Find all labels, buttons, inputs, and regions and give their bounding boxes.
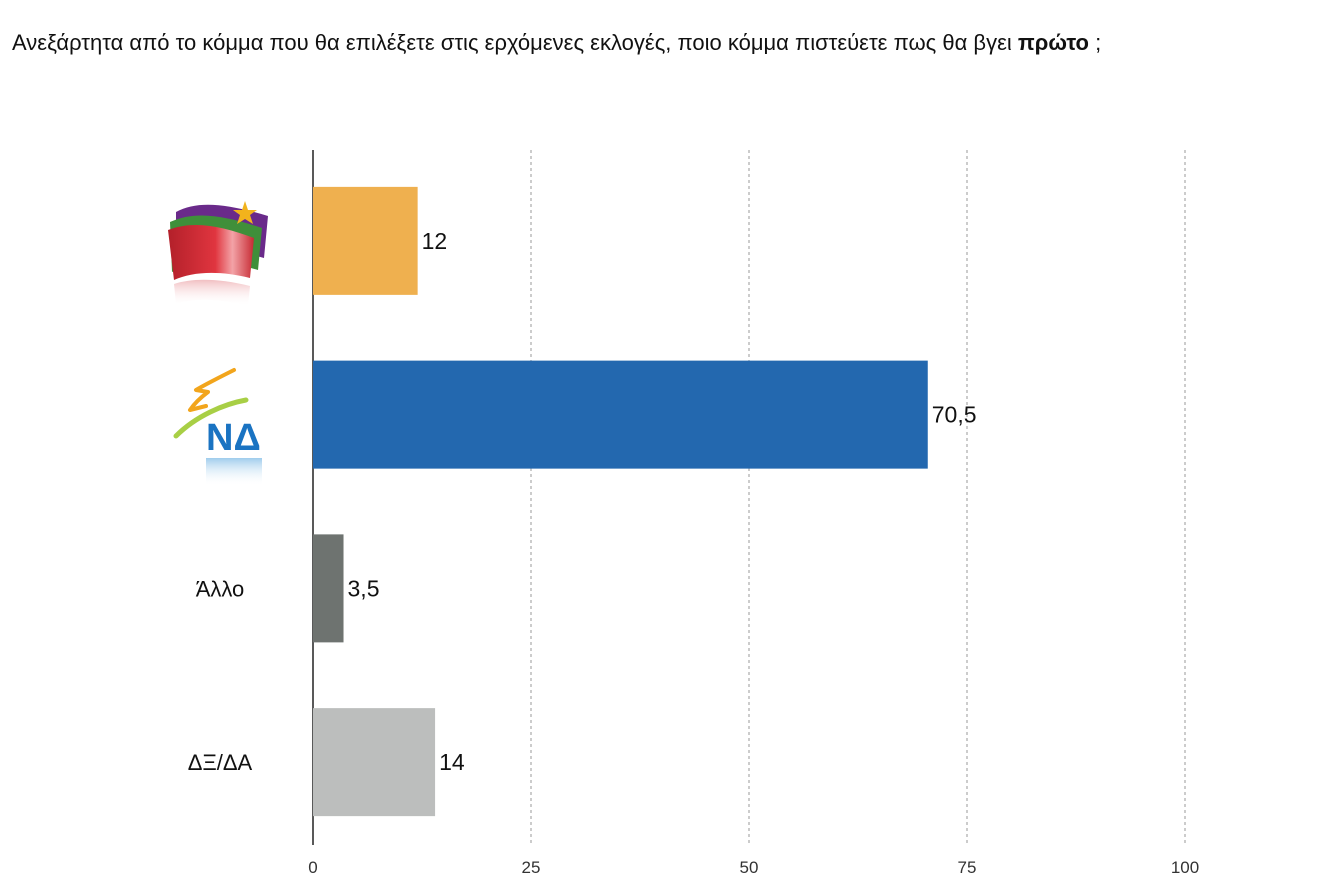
grid-layer <box>312 150 1186 845</box>
x-tick-label: 100 <box>1171 858 1199 877</box>
syriza-flag-logo <box>168 201 268 306</box>
bars-layer <box>313 186 928 817</box>
nd-logo: ΝΔ <box>173 368 262 486</box>
value-label: 3,5 <box>348 575 380 601</box>
x-tick-label: 0 <box>308 858 317 877</box>
x-tick-label: 25 <box>522 858 541 877</box>
bar-2 <box>313 534 344 643</box>
x-tick-label: 75 <box>958 858 977 877</box>
chart-title: Ανεξάρτητα από το κόμμα που θα επιλέξετε… <box>12 30 1101 56</box>
bar-1 <box>313 360 928 469</box>
value-label: 14 <box>439 749 465 775</box>
bar-3 <box>313 708 436 817</box>
labels-layer: 0 25 50 75 100 12 70,5 3,5 Άλλο 14 ΔΞ/ΔΑ <box>188 228 1199 877</box>
category-label: ΔΞ/ΔΑ <box>188 750 253 775</box>
title-text: Ανεξάρτητα από το κόμμα που θα επιλέξετε… <box>12 30 1018 55</box>
bar-0 <box>313 186 418 295</box>
x-tick-label: 50 <box>740 858 759 877</box>
category-label: Άλλο <box>196 576 245 601</box>
title-bold-text: πρώτο <box>1017 30 1089 55</box>
title-end-text: ; <box>1088 30 1102 55</box>
value-label: 70,5 <box>932 402 977 428</box>
value-label: 12 <box>422 228 448 254</box>
nd-logo-text: ΝΔ <box>206 417 261 459</box>
